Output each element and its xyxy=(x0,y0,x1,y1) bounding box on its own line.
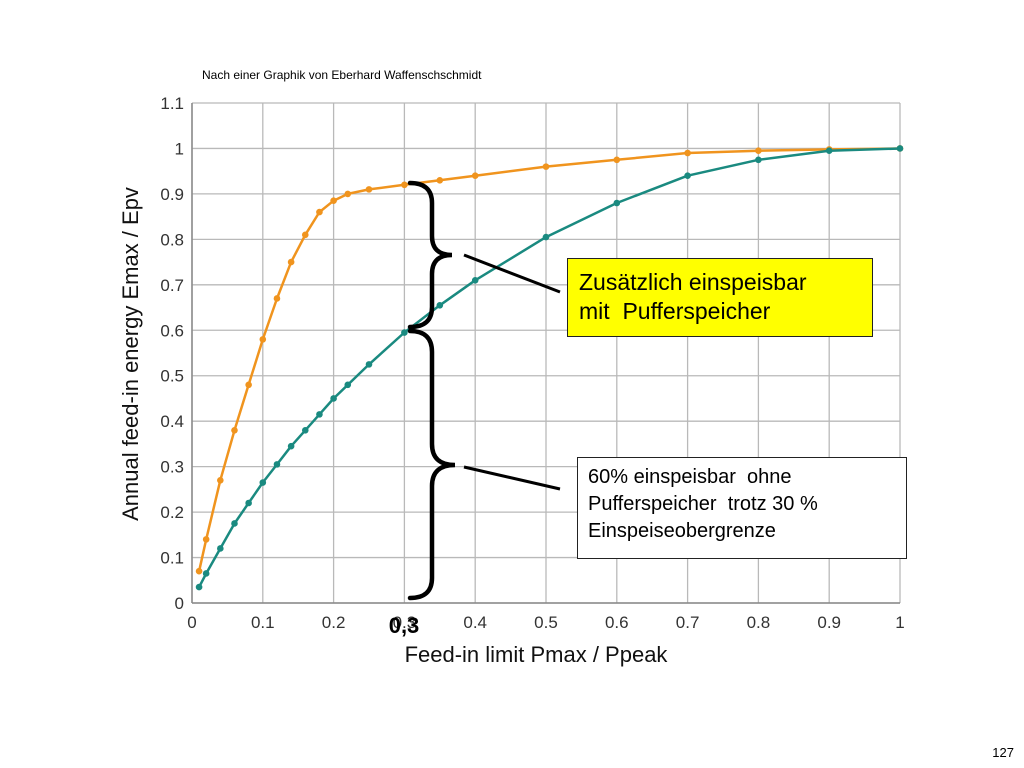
series-point xyxy=(316,208,323,216)
series-line xyxy=(197,147,901,588)
x-marker-label: 0,3 xyxy=(389,613,420,638)
series-point xyxy=(195,583,203,591)
x-tick-label: 0.7 xyxy=(676,613,700,632)
series-line xyxy=(197,147,901,572)
series-point xyxy=(287,258,295,266)
series-point xyxy=(231,426,238,434)
y-tick-label: 1 xyxy=(175,139,184,158)
x-tick-label: 0.6 xyxy=(605,613,629,632)
series-point xyxy=(301,426,309,434)
series-point xyxy=(344,381,352,389)
y-tick-label: 0.5 xyxy=(160,367,184,386)
series-point xyxy=(330,197,337,205)
series-point xyxy=(365,361,373,368)
y-tick-label: 0.2 xyxy=(160,503,184,522)
y-tick-label: 0.4 xyxy=(160,412,184,431)
series-point xyxy=(825,147,833,155)
series-point xyxy=(896,145,904,152)
series-point xyxy=(245,499,252,507)
series-point xyxy=(613,199,621,207)
series-point xyxy=(202,536,210,543)
page-number: 127 xyxy=(992,745,1014,760)
series-point xyxy=(365,186,373,193)
series-point xyxy=(684,149,691,157)
series-point xyxy=(471,276,479,284)
x-tick-label: 0.9 xyxy=(817,613,841,632)
series-point xyxy=(316,411,323,418)
series-point xyxy=(436,301,444,309)
series-point xyxy=(344,190,352,198)
series-point xyxy=(202,570,210,577)
series-layer xyxy=(195,145,904,591)
series-point xyxy=(755,147,762,155)
annotation-with-storage: Zusätzlich einspeisbar mit Pufferspeiche… xyxy=(567,258,873,337)
series-0 xyxy=(195,145,904,575)
annotation-without-storage: 60% einspeisbar ohne Pufferspeicher trot… xyxy=(577,457,907,559)
y-tick-label: 1.1 xyxy=(160,94,184,113)
series-point xyxy=(217,545,224,552)
series-point xyxy=(301,231,309,239)
series-point xyxy=(287,442,295,450)
annotation-with-storage-line-2: mit Pufferspeicher xyxy=(579,298,771,324)
series-1 xyxy=(195,145,904,591)
series-point xyxy=(273,461,281,468)
series-point xyxy=(542,163,550,170)
series-point xyxy=(231,520,238,527)
brace-lower xyxy=(407,328,456,601)
series-point xyxy=(330,395,337,402)
series-point xyxy=(471,172,479,180)
source-note: Nach einer Graphik von Eberhard Waffensc… xyxy=(202,68,482,82)
x-tick-label: 0.5 xyxy=(534,613,558,632)
series-point xyxy=(195,567,203,575)
series-point xyxy=(684,172,691,180)
series-point xyxy=(401,329,408,336)
y-tick-label: 0.8 xyxy=(160,230,184,249)
series-point xyxy=(436,176,444,184)
brace-upper xyxy=(407,180,453,330)
series-point xyxy=(401,181,408,189)
x-tick-label: 1 xyxy=(895,613,904,632)
x-tick-label: 0.3 xyxy=(393,613,417,632)
series-point xyxy=(273,295,281,302)
x-tick-label: 0.1 xyxy=(251,613,275,632)
annotation-with-storage-line-1: Zusätzlich einspeisbar xyxy=(579,269,807,295)
series-point xyxy=(217,476,224,484)
y-tick-label: 0.1 xyxy=(160,549,184,568)
y-tick-label: 0.3 xyxy=(160,458,184,477)
annotation-without-storage-line-1: 60% einspeisbar ohne xyxy=(588,466,792,488)
y-tick-label: 0.6 xyxy=(160,321,184,340)
series-point xyxy=(755,156,762,164)
annotation-without-storage-line-3: Einspeiseobergrenze xyxy=(588,520,776,542)
annotation-without-storage-line-2: Pufferspeicher trotz 30 % xyxy=(588,493,818,515)
x-tick-label: 0.8 xyxy=(747,613,771,632)
y-tick-labels: 0 0.1 0.2 0.3 0.4 0.5 0.6 0.7 0.8 0.9 1 1.1 xyxy=(160,94,184,613)
series-point xyxy=(245,381,252,389)
series-point xyxy=(259,479,267,486)
y-axis-title: Annual feed-in energy Emax / Epv xyxy=(118,187,143,521)
connector-line-upper xyxy=(463,253,561,294)
y-tick-label: 0.9 xyxy=(160,185,184,204)
x-tick-label: 0 xyxy=(187,613,196,632)
series-point xyxy=(613,156,621,164)
connector-line-lower xyxy=(463,465,561,491)
series-point xyxy=(542,233,550,241)
x-tick-label: 0.2 xyxy=(322,613,346,632)
y-tick-label: 0 xyxy=(175,594,184,613)
x-axis-title: Feed-in limit Pmax / Ppeak xyxy=(405,642,669,667)
x-tick-labels: 0 0.1 0.2 0.3 0.4 0.5 0.6 0.7 0.8 0.9 1 xyxy=(187,613,904,632)
y-tick-label: 0.7 xyxy=(160,276,184,295)
axes xyxy=(191,103,900,604)
x-tick-label: 0.4 xyxy=(463,613,487,632)
series-point xyxy=(259,336,267,343)
